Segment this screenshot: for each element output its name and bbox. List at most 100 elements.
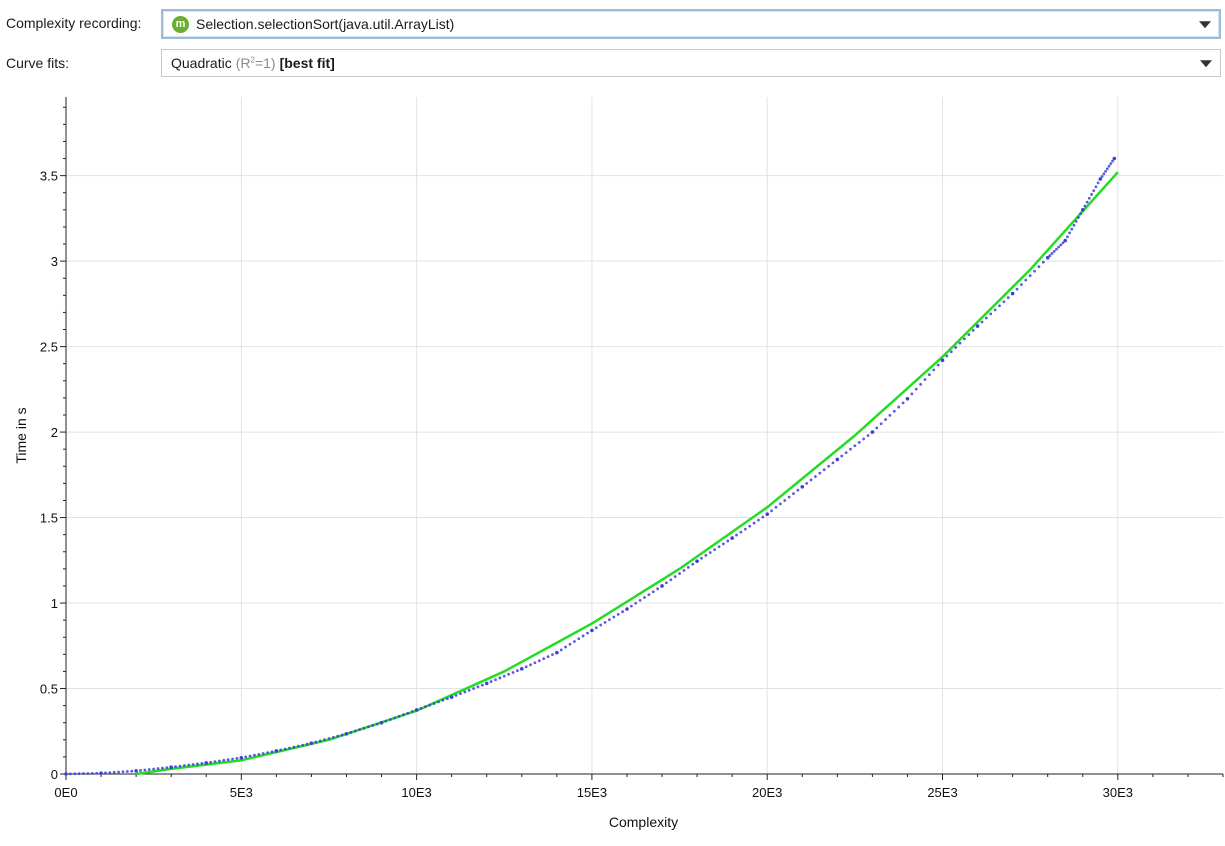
data-point: [949, 350, 953, 354]
data-point: [844, 451, 848, 454]
data-point: [314, 740, 318, 744]
data-point: [362, 726, 366, 730]
x-tick-label: 5E3: [230, 785, 253, 800]
data-point: [739, 530, 743, 534]
data-point: [402, 713, 405, 717]
data-point: [292, 745, 296, 749]
data-point: [1105, 167, 1109, 171]
data-point: [647, 593, 651, 596]
data-point: [971, 328, 975, 332]
y-tick-label: 0: [51, 767, 58, 782]
data-point: [511, 671, 515, 674]
data-point: [581, 634, 585, 638]
data-point: [708, 551, 712, 554]
data-point: [730, 536, 734, 540]
data-point: [1061, 241, 1065, 245]
data-point: [586, 631, 589, 635]
data-point: [467, 688, 471, 692]
data-point: [178, 764, 182, 768]
data-point: [682, 569, 686, 572]
data-point: [519, 667, 524, 671]
data-point: [1070, 227, 1074, 231]
x-tick-label: 15E3: [577, 785, 607, 800]
data-point: [305, 742, 309, 746]
data-point: [599, 623, 603, 627]
data-point: [726, 539, 730, 543]
data-point: [770, 509, 773, 513]
data-point: [678, 572, 681, 575]
x-tick-label: 20E3: [752, 785, 782, 800]
data-point: [432, 702, 436, 705]
data-point: [665, 581, 668, 585]
data-point: [516, 669, 519, 673]
data-point: [270, 750, 274, 754]
data-point: [257, 752, 261, 756]
data-point: [542, 657, 546, 661]
chevron-down-icon[interactable]: [1199, 21, 1211, 29]
x-tick-label: 0E0: [54, 785, 77, 800]
data-point: [169, 765, 173, 769]
data-point: [397, 714, 401, 718]
data-point: [121, 770, 125, 774]
data-point: [870, 430, 875, 434]
chevron-down-icon[interactable]: [1200, 60, 1212, 68]
data-point: [384, 719, 388, 723]
data-point: [428, 703, 432, 707]
data-point: [445, 697, 449, 701]
data-point: [721, 542, 725, 546]
data-point: [809, 478, 813, 482]
curve-fits-select[interactable]: Quadratic (R2=1) [best fit]: [161, 49, 1221, 77]
data-point: [437, 700, 440, 704]
data-point: [814, 475, 817, 478]
data-point: [757, 518, 760, 522]
best-fit-tag: [best fit]: [279, 55, 335, 71]
data-point: [388, 718, 392, 721]
data-point: [64, 772, 68, 776]
data-point: [1076, 216, 1080, 219]
data-point: [248, 754, 252, 758]
data-point: [459, 692, 462, 696]
data-point: [831, 461, 835, 465]
y-tick-label: 2: [51, 425, 58, 440]
data-point: [379, 720, 384, 725]
data-point: [1037, 265, 1041, 269]
data-point: [1048, 254, 1052, 257]
data-point: [524, 665, 528, 669]
data-point: [748, 524, 752, 528]
data-point: [274, 749, 279, 753]
data-point: [892, 409, 896, 413]
data-point: [410, 710, 414, 713]
data-point: [958, 341, 962, 345]
x-tick-label: 25E3: [927, 785, 957, 800]
data-point: [77, 772, 81, 776]
data-point: [139, 769, 142, 772]
x-tick-label: 10E3: [401, 785, 431, 800]
data-point: [261, 752, 265, 755]
data-point: [884, 418, 887, 421]
data-point: [577, 637, 581, 641]
data-point: [182, 764, 186, 767]
data-point: [564, 645, 568, 649]
data-point: [1107, 164, 1111, 168]
data-point: [358, 728, 362, 732]
data-point: [643, 596, 646, 599]
data-point: [735, 533, 738, 537]
data-point: [818, 471, 822, 475]
data-point: [86, 772, 90, 775]
data-point: [927, 373, 931, 377]
recording-select[interactable]: m Selection.selectionSort(java.util.Arra…: [161, 9, 1221, 39]
data-point: [1006, 296, 1010, 300]
data-point: [130, 769, 134, 773]
data-point: [266, 751, 269, 755]
data-point: [1028, 274, 1032, 278]
data-point: [590, 628, 594, 633]
data-point: [993, 308, 997, 312]
data-point: [82, 772, 85, 775]
data-point: [331, 735, 335, 739]
data-point: [200, 762, 204, 765]
data-point: [875, 426, 879, 430]
data-point: [1100, 175, 1104, 178]
data-point: [963, 337, 966, 341]
data-point: [713, 548, 717, 552]
data-point: [336, 734, 340, 738]
